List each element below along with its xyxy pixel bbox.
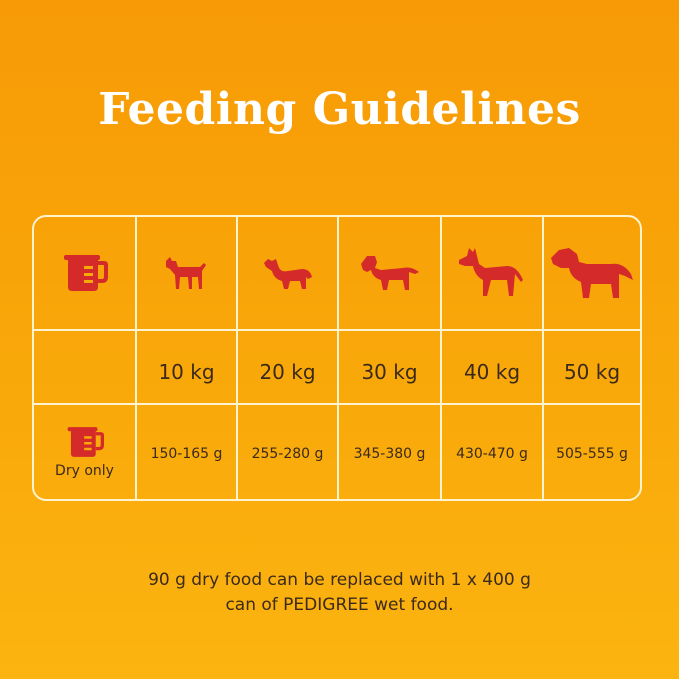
weight-value: 20 kg [259, 360, 316, 384]
amount-value: 255-280 g [251, 446, 324, 462]
dog-cell-4 [442, 217, 544, 331]
dog-cell-1 [137, 217, 238, 331]
amount-value: 150-165 g [150, 446, 223, 462]
dry-only-label-cell: Dry only [34, 405, 137, 499]
weight-row-label-empty [34, 331, 137, 405]
dog-cell-3 [339, 217, 442, 331]
footnote-line-1: 90 g dry food can be replaced with 1 x 4… [148, 570, 531, 590]
amount-cell-4: 430-470 g [442, 405, 544, 499]
amount-value: 505-555 g [556, 446, 628, 462]
measuring-jug-icon [66, 425, 104, 459]
weight-value: 50 kg [563, 360, 621, 384]
amount-cell-1: 150-165 g [137, 405, 238, 499]
dry-only-label: Dry only [55, 463, 114, 479]
weight-cell-1: 10 kg [137, 331, 238, 405]
amount-cell-5: 505-555 g [544, 405, 640, 499]
amount-cell-3: 345-380 g [339, 405, 442, 499]
weight-value: 10 kg [158, 360, 215, 384]
weight-value: 40 kg [463, 360, 521, 384]
weight-cell-4: 40 kg [442, 331, 544, 405]
shepherd-dog-icon [457, 246, 527, 300]
weight-cell-5: 50 kg [544, 331, 640, 405]
weight-cell-2: 20 kg [238, 331, 339, 405]
footnote-line-2: can of PEDIGREE wet food. [225, 595, 454, 615]
header-jug-cell [34, 217, 137, 331]
amount-value: 345-380 g [353, 446, 426, 462]
weight-value: 30 kg [361, 360, 418, 384]
retriever-dog-icon [549, 244, 635, 302]
small-dog-icon [162, 253, 212, 293]
measuring-jug-icon [62, 253, 108, 293]
collie-dog-icon [262, 253, 314, 293]
feeding-table: 10 kg 20 kg 30 kg 40 kg 50 kg Dry only 1… [32, 215, 642, 501]
weight-cell-3: 30 kg [339, 331, 442, 405]
amount-value: 430-470 g [456, 446, 528, 462]
page-title: Feeding Guidelines [98, 84, 581, 135]
amount-cell-2: 255-280 g [238, 405, 339, 499]
dog-cell-2 [238, 217, 339, 331]
dog-cell-5 [544, 217, 640, 331]
setter-dog-icon [359, 252, 421, 294]
footnote: 90 g dry food can be replaced with 1 x 4… [0, 568, 679, 618]
